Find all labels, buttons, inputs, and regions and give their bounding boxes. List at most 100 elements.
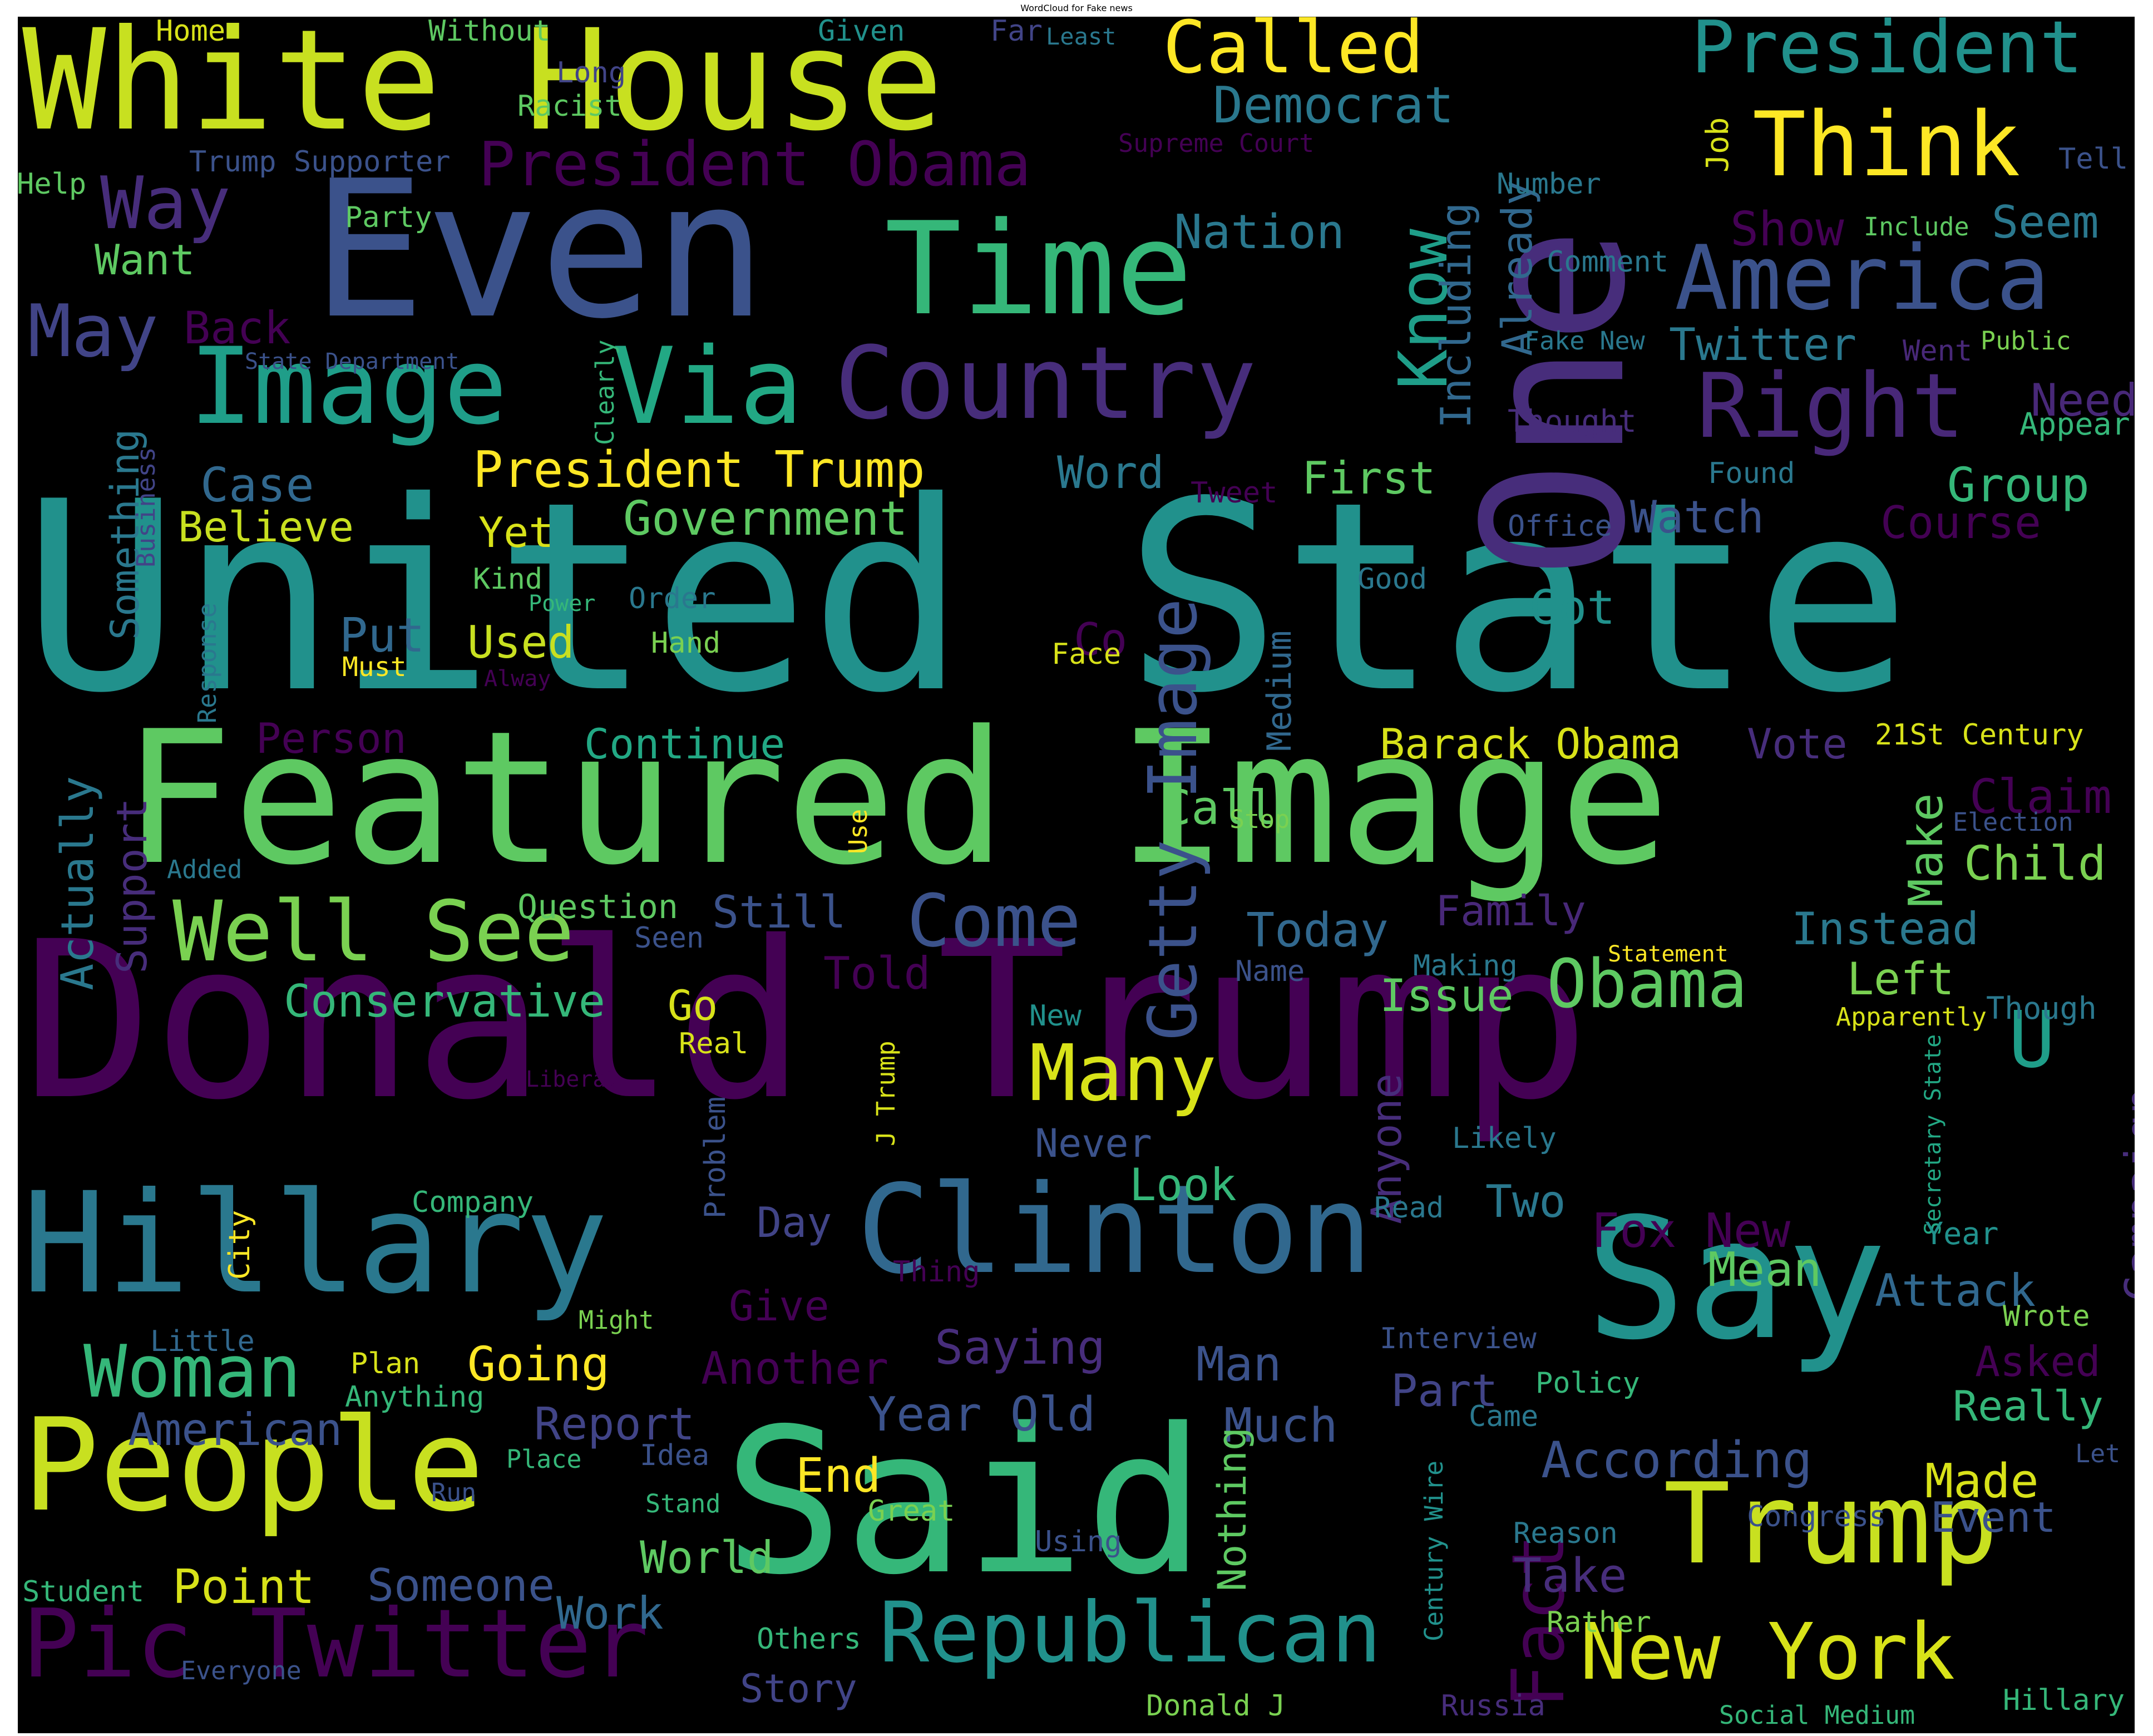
cloud-word: Liberal xyxy=(526,1067,620,1092)
cloud-word: Trump Supporter xyxy=(189,145,451,179)
cloud-word: Stand xyxy=(645,1489,721,1518)
cloud-word: Without xyxy=(428,17,551,48)
cloud-word: Great xyxy=(868,1495,955,1528)
cloud-word: Support xyxy=(107,797,156,974)
cloud-word: Rather xyxy=(1547,1606,1651,1639)
cloud-word: Making xyxy=(1413,949,1518,983)
cloud-word: Plan xyxy=(350,1347,421,1380)
cloud-word: According xyxy=(1541,1431,1813,1490)
cloud-word: Secretary State xyxy=(1920,1034,1946,1235)
cloud-word: Tweet xyxy=(1191,476,1278,510)
cloud-word: Help xyxy=(18,167,87,201)
cloud-word: Congress xyxy=(1747,1500,1887,1533)
cloud-word: Report xyxy=(534,1398,695,1450)
cloud-word: Little xyxy=(150,1325,255,1358)
cloud-word: Including xyxy=(1431,202,1480,428)
cloud-word: Thing xyxy=(893,1255,980,1289)
cloud-word: Donald J xyxy=(1146,1689,1286,1723)
cloud-word: Question xyxy=(517,887,678,926)
cloud-word: Least xyxy=(1046,23,1117,50)
cloud-word: Image xyxy=(189,325,507,448)
cloud-word: Election xyxy=(1953,807,2073,837)
cloud-word: Event xyxy=(1930,1493,2056,1542)
cloud-word: Seen xyxy=(634,921,704,955)
cloud-word: Government xyxy=(623,491,908,546)
cloud-word: Said xyxy=(723,1385,1206,1619)
cloud-word: Asked xyxy=(1975,1337,2101,1386)
cloud-word: Good xyxy=(1357,563,1428,596)
cloud-word: Actually xyxy=(52,776,103,990)
cloud-word: Group xyxy=(1947,458,2090,513)
cloud-word: 21St Century xyxy=(1875,718,2084,752)
cloud-word: Time xyxy=(885,195,1193,344)
cloud-word: Order xyxy=(629,582,716,615)
cloud-word: Mean xyxy=(1708,1242,1822,1298)
cloud-word: Man xyxy=(1196,1337,1282,1392)
cloud-word: Fox New xyxy=(1591,1204,1791,1259)
cloud-word: Day xyxy=(757,1198,832,1247)
cloud-word: Read xyxy=(1374,1191,1444,1225)
cloud-word: Nation xyxy=(1174,205,1345,260)
cloud-word: Show xyxy=(1730,202,1844,257)
cloud-word: Continue xyxy=(584,719,786,768)
cloud-word: Policy xyxy=(1535,1367,1640,1400)
cloud-word: Many xyxy=(1029,1028,1217,1119)
cloud-word: Stop xyxy=(1229,805,1290,834)
cloud-word: Thought xyxy=(1508,403,1637,439)
cloud-word: Made xyxy=(1925,1454,2039,1509)
cloud-word: White House xyxy=(22,17,944,161)
cloud-word: Democrat xyxy=(1213,76,1454,135)
cloud-word: Child xyxy=(1964,836,2106,891)
cloud-word: End xyxy=(796,1448,881,1503)
cloud-word: State Department xyxy=(245,349,460,374)
cloud-word: Supreme Court xyxy=(1118,129,1315,158)
cloud-word: Someone xyxy=(367,1560,555,1611)
cloud-word: People xyxy=(22,1392,485,1540)
cloud-word: Added xyxy=(167,855,243,884)
cloud-word: Idea xyxy=(640,1439,710,1472)
cloud-word: Got xyxy=(1530,580,1616,635)
figure-title: WordCloud for Fake news xyxy=(1020,3,1133,13)
cloud-word: Business xyxy=(131,447,161,568)
cloud-word: Reason xyxy=(1513,1517,1618,1550)
cloud-word: Trump xyxy=(1663,1459,1999,1589)
cloud-word: Country xyxy=(834,326,1257,442)
cloud-word: America xyxy=(1675,226,2050,330)
cloud-word: New xyxy=(1029,999,1082,1033)
cloud-word: Year Old xyxy=(868,1387,1096,1442)
cloud-word: Twitter xyxy=(1669,319,1857,371)
cloud-word: Might xyxy=(579,1305,654,1335)
cloud-word: Watch xyxy=(1630,491,1764,543)
cloud-word: Use xyxy=(843,808,873,854)
cloud-word: Place xyxy=(506,1444,582,1474)
cloud-word: Person xyxy=(256,714,407,763)
cloud-word: Co xyxy=(1074,614,1128,665)
cloud-word: Party xyxy=(345,201,432,234)
cloud-word: Interview xyxy=(1380,1322,1537,1355)
cloud-word: Obama xyxy=(1547,946,1748,1023)
cloud-word: American xyxy=(128,1404,343,1456)
cloud-word: Likely xyxy=(1452,1122,1557,1155)
cloud-word: Believe xyxy=(178,502,354,551)
cloud-word: Republican xyxy=(879,1585,1382,1681)
cloud-word: Clearly xyxy=(590,339,620,445)
cloud-word: Appear xyxy=(2019,406,2130,442)
cloud-word: Problem xyxy=(699,1096,732,1219)
cloud-word: Back xyxy=(184,302,291,354)
cloud-word: Office xyxy=(1508,510,1612,543)
cloud-word: Called xyxy=(1163,17,1424,90)
cloud-word: Power xyxy=(529,591,596,617)
cloud-word: Conservative xyxy=(284,975,605,1027)
cloud-word: Issue xyxy=(1380,970,1514,1022)
cloud-word: Going xyxy=(467,1337,610,1392)
cloud-word: Look xyxy=(1129,1159,1237,1211)
cloud-word: United State xyxy=(22,446,1912,750)
cloud-word: Think xyxy=(1752,92,2021,196)
cloud-word: Racist xyxy=(517,90,622,123)
cloud-word: Woman xyxy=(83,1329,302,1414)
cloud-word: Make xyxy=(1899,793,1954,907)
cloud-word: Alway xyxy=(484,666,551,692)
cloud-word: Hillary xyxy=(2003,1684,2125,1717)
cloud-word: Response xyxy=(192,603,222,723)
cloud-word: Word xyxy=(1057,447,1164,499)
